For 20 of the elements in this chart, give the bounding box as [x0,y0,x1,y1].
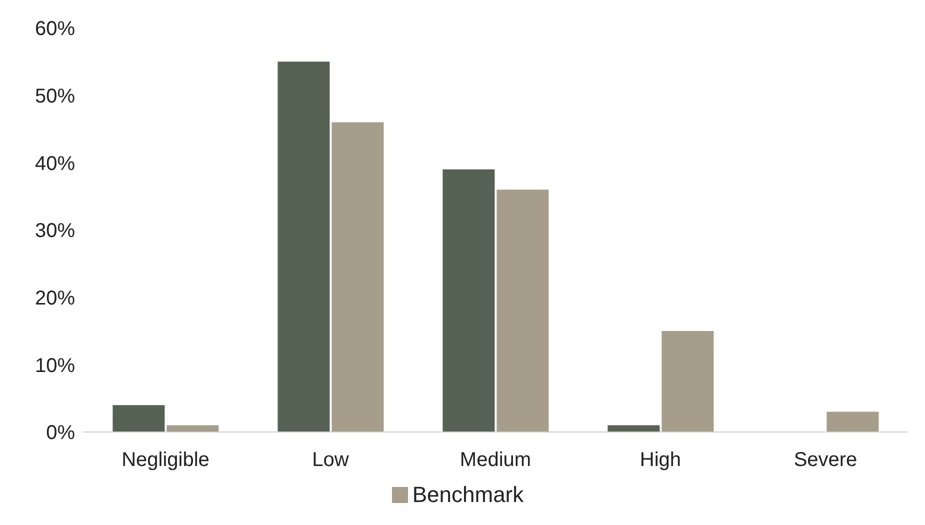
bar [442,169,495,432]
x-tick-label: Negligible [122,449,210,472]
x-tick-label: Low [312,449,350,472]
bar [332,122,384,432]
bar [278,62,330,432]
bar [496,190,549,432]
y-tick-label: 60% [34,18,76,40]
y-tick-label: 20% [34,287,76,310]
legend-label: Benchmark [412,482,524,508]
bar [826,412,879,432]
y-tick-label: 40% [34,152,76,175]
y-tick-label: 0% [46,422,76,444]
x-tick-label: Medium [460,449,532,472]
y-tick-label: 50% [34,85,76,108]
bar [662,331,714,432]
y-tick-label: 30% [34,220,76,242]
x-tick-label: High [640,449,682,472]
y-tick-label: 10% [34,354,76,377]
bar [112,405,165,432]
x-tick-label: Severe [794,449,858,472]
